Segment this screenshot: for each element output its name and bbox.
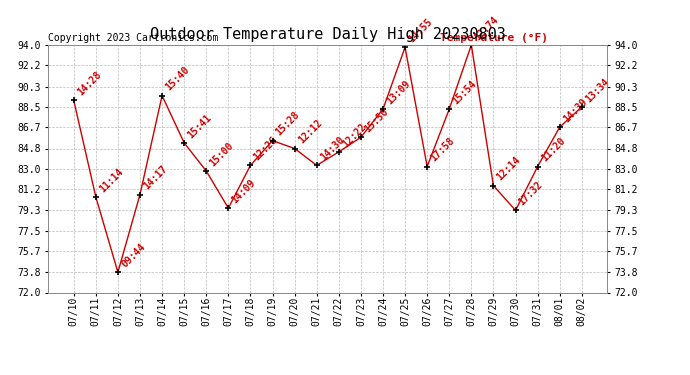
Text: 12:12: 12:12 <box>296 118 324 146</box>
Text: 09:44: 09:44 <box>119 242 147 270</box>
Text: Temperature (°F): Temperature (°F) <box>440 33 548 42</box>
Text: 11:20: 11:20 <box>539 136 567 164</box>
Text: 15:00: 15:00 <box>208 140 235 168</box>
Text: 14:39: 14:39 <box>561 96 589 124</box>
Text: 12:74: 12:74 <box>473 14 500 42</box>
Text: 12:14: 12:14 <box>495 155 522 183</box>
Text: 12:22: 12:22 <box>340 121 368 149</box>
Title: Outdoor Temperature Daily High 20230803: Outdoor Temperature Daily High 20230803 <box>150 27 506 42</box>
Text: 17:32: 17:32 <box>517 180 544 208</box>
Text: 15:54: 15:54 <box>451 78 478 106</box>
Text: 12:26: 12:26 <box>252 135 279 163</box>
Text: 14:28: 14:28 <box>75 69 103 98</box>
Text: 14:30: 14:30 <box>318 135 346 163</box>
Text: 14:55: 14:55 <box>406 16 434 45</box>
Text: 14:09: 14:09 <box>230 177 257 206</box>
Text: 14:17: 14:17 <box>141 164 169 192</box>
Text: 13:34: 13:34 <box>583 76 611 104</box>
Text: 11:14: 11:14 <box>97 166 125 194</box>
Text: 15:28: 15:28 <box>274 110 302 138</box>
Text: 15:41: 15:41 <box>186 112 213 140</box>
Text: 15:50: 15:50 <box>362 106 390 135</box>
Text: 15:40: 15:40 <box>164 65 191 93</box>
Text: Copyright 2023 Cartronics.com: Copyright 2023 Cartronics.com <box>48 33 219 42</box>
Text: 17:58: 17:58 <box>428 136 456 164</box>
Text: 13:09: 13:09 <box>384 78 412 106</box>
